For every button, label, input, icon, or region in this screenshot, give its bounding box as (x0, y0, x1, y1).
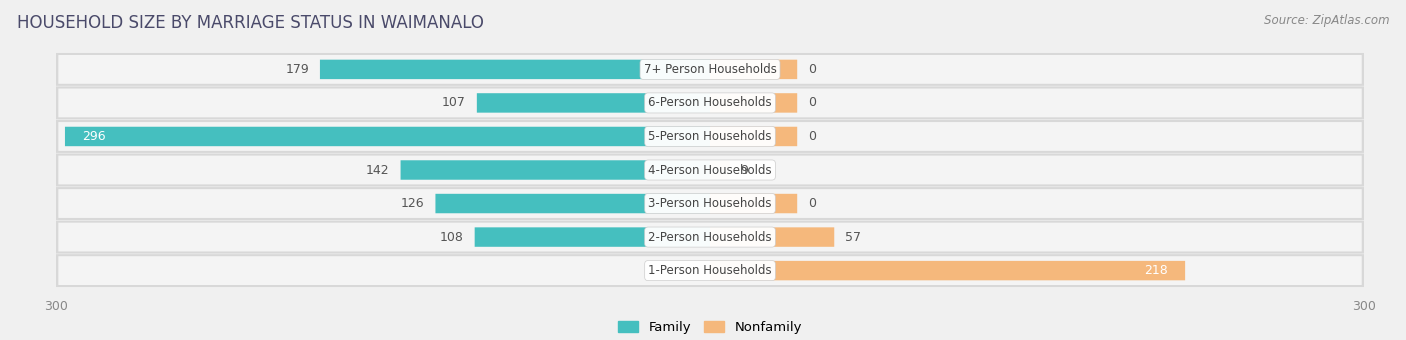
FancyBboxPatch shape (52, 86, 1368, 119)
FancyBboxPatch shape (321, 60, 710, 79)
FancyBboxPatch shape (710, 261, 1185, 280)
Text: 6-Person Households: 6-Person Households (648, 97, 772, 109)
Text: 0: 0 (808, 130, 815, 143)
FancyBboxPatch shape (710, 160, 730, 180)
Text: 107: 107 (441, 97, 465, 109)
FancyBboxPatch shape (477, 93, 710, 113)
Text: 7+ Person Households: 7+ Person Households (644, 63, 776, 76)
Text: 0: 0 (808, 197, 815, 210)
Text: 296: 296 (83, 130, 105, 143)
FancyBboxPatch shape (710, 93, 797, 113)
Text: 108: 108 (440, 231, 464, 243)
Text: 1-Person Households: 1-Person Households (648, 264, 772, 277)
FancyBboxPatch shape (710, 227, 834, 247)
FancyBboxPatch shape (58, 189, 1362, 218)
Text: 4-Person Households: 4-Person Households (648, 164, 772, 176)
FancyBboxPatch shape (710, 127, 797, 146)
Text: 3-Person Households: 3-Person Households (648, 197, 772, 210)
Text: 2-Person Households: 2-Person Households (648, 231, 772, 243)
Text: HOUSEHOLD SIZE BY MARRIAGE STATUS IN WAIMANALO: HOUSEHOLD SIZE BY MARRIAGE STATUS IN WAI… (17, 14, 484, 32)
FancyBboxPatch shape (52, 187, 1368, 220)
FancyBboxPatch shape (710, 60, 797, 79)
FancyBboxPatch shape (58, 122, 1362, 151)
Text: 142: 142 (366, 164, 389, 176)
FancyBboxPatch shape (52, 221, 1368, 254)
Text: 126: 126 (401, 197, 425, 210)
FancyBboxPatch shape (52, 154, 1368, 186)
Text: 0: 0 (808, 97, 815, 109)
FancyBboxPatch shape (58, 223, 1362, 252)
Text: 57: 57 (845, 231, 860, 243)
FancyBboxPatch shape (52, 53, 1368, 86)
FancyBboxPatch shape (58, 156, 1362, 184)
FancyBboxPatch shape (52, 254, 1368, 287)
FancyBboxPatch shape (52, 120, 1368, 153)
FancyBboxPatch shape (65, 127, 710, 146)
Text: 218: 218 (1144, 264, 1167, 277)
FancyBboxPatch shape (436, 194, 710, 213)
FancyBboxPatch shape (401, 160, 710, 180)
FancyBboxPatch shape (58, 55, 1362, 84)
FancyBboxPatch shape (58, 88, 1362, 117)
Text: Source: ZipAtlas.com: Source: ZipAtlas.com (1264, 14, 1389, 27)
FancyBboxPatch shape (58, 256, 1362, 285)
FancyBboxPatch shape (475, 227, 710, 247)
Text: 0: 0 (808, 63, 815, 76)
Legend: Family, Nonfamily: Family, Nonfamily (613, 316, 807, 340)
Text: 5-Person Households: 5-Person Households (648, 130, 772, 143)
Text: 9: 9 (741, 164, 748, 176)
Text: 179: 179 (285, 63, 309, 76)
FancyBboxPatch shape (710, 194, 797, 213)
